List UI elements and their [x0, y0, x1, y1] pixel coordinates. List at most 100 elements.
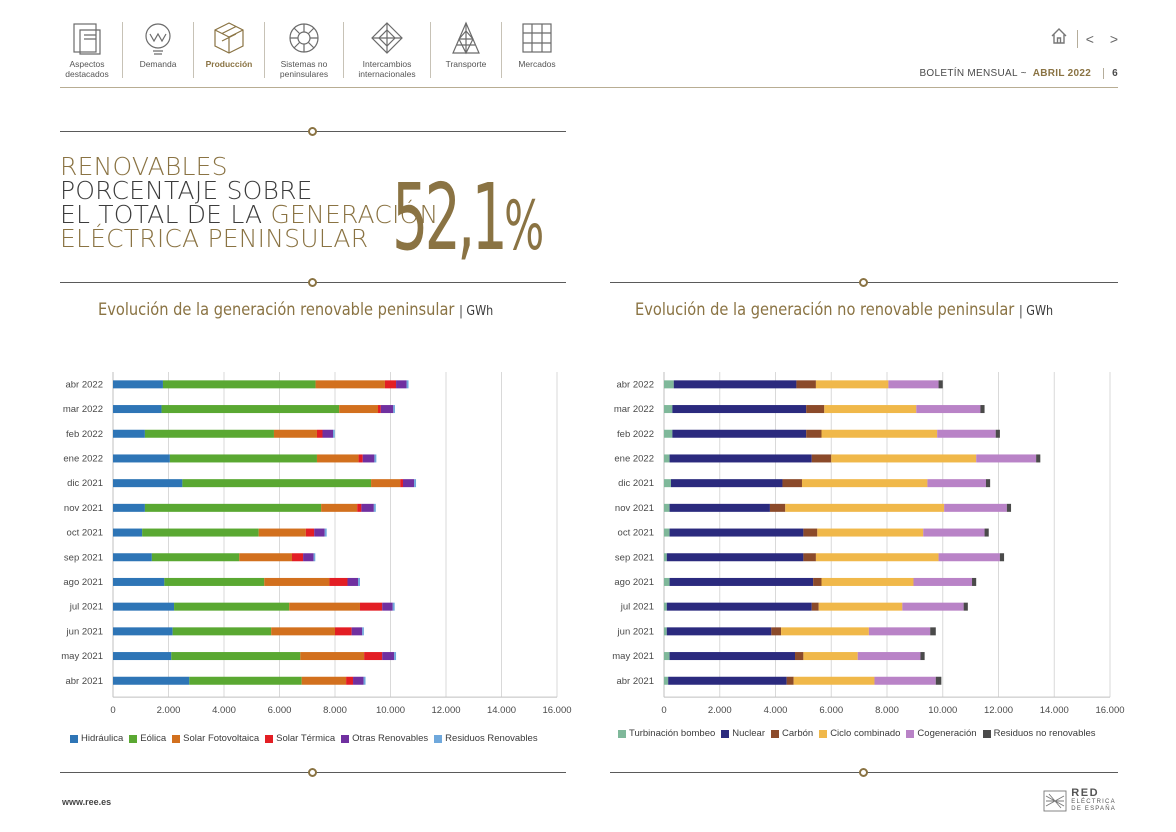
- home-icon[interactable]: [1049, 26, 1069, 51]
- bar-segment: [164, 577, 265, 586]
- bar-segment: [300, 652, 365, 661]
- bar-segment: [305, 528, 315, 537]
- nav-separator: [430, 22, 431, 78]
- nav-item-aspectos[interactable]: Aspectos destacados: [52, 18, 122, 80]
- wheel-icon: [284, 18, 324, 58]
- legend-item: Solar Fotovoltaica: [172, 733, 259, 744]
- divider: [1076, 29, 1078, 48]
- x-tick-label: 12.000: [431, 705, 460, 716]
- bar-segment: [322, 429, 334, 438]
- bar-segment: [1036, 454, 1041, 463]
- y-category-label: nov 2021: [615, 503, 654, 514]
- legend-label: Hidráulica: [81, 733, 124, 744]
- bar-segment: [174, 602, 290, 611]
- kpi-line-3: EL TOTAL DE LA GENERACIÓN: [60, 200, 439, 229]
- bar-segment: [301, 676, 347, 685]
- bar-segment: [362, 627, 364, 636]
- page-navigation-arrows[interactable]: < >: [1085, 30, 1124, 47]
- bar-segment: [664, 380, 674, 389]
- bar-segment: [673, 380, 797, 389]
- bar-segment: [806, 405, 825, 414]
- x-tick-label: 6.000: [819, 705, 843, 716]
- bar-segment: [821, 429, 938, 438]
- bar-segment: [353, 676, 364, 685]
- bar-segment: [378, 405, 381, 414]
- bar-segment: [930, 627, 936, 636]
- bar-segment: [664, 602, 667, 611]
- bar-segment: [113, 652, 172, 661]
- x-tick-label: 16.000: [542, 705, 571, 716]
- bar-segment: [113, 454, 170, 463]
- bar-segment: [392, 602, 395, 611]
- bar-segment: [113, 479, 183, 488]
- bar-segment: [362, 454, 375, 463]
- nav-item-mercados[interactable]: Mercados: [502, 18, 572, 80]
- bar-segment: [963, 602, 968, 611]
- x-tick-label: 4.000: [212, 705, 236, 716]
- bar-segment: [815, 553, 939, 562]
- bar-segment: [664, 429, 673, 438]
- legend-item: Residuos no renovables: [982, 728, 1096, 739]
- x-tick-label: 8.000: [875, 705, 899, 716]
- y-category-label: sep 2021: [615, 552, 654, 563]
- bar-segment: [371, 479, 401, 488]
- x-tick-label: 10.000: [376, 705, 405, 716]
- bar-segment: [189, 676, 302, 685]
- nav-item-demanda[interactable]: Demanda: [123, 18, 193, 80]
- bar-segment: [364, 652, 383, 661]
- logo-text-3: DE ESPAÑA: [1071, 806, 1116, 812]
- legend-item: Solar Térmica: [265, 733, 335, 744]
- bar-segment: [664, 627, 667, 636]
- bar-segment: [400, 479, 403, 488]
- ornament-line: [60, 127, 566, 136]
- bar-segment: [324, 528, 327, 537]
- bar-segment: [291, 553, 304, 562]
- legend-label: Turbinación bombeo: [629, 728, 716, 739]
- y-category-label: may 2021: [612, 651, 654, 662]
- bar-segment: [944, 503, 1007, 512]
- y-category-label: nov 2021: [64, 503, 103, 514]
- bar-segment: [664, 577, 670, 586]
- bar-segment: [664, 676, 669, 685]
- bar-segment: [801, 479, 928, 488]
- bar-segment: [935, 676, 942, 685]
- kpi-line-3b: GENERACIÓN: [270, 200, 439, 229]
- legend-label: Solar Térmica: [276, 733, 336, 744]
- bar-segment: [782, 479, 802, 488]
- nav-label: Demanda: [139, 59, 177, 69]
- bar-segment: [394, 652, 397, 661]
- legend-label: Carbón: [782, 728, 814, 739]
- bar-segment: [670, 479, 783, 488]
- bar-segment: [669, 577, 814, 586]
- tower-icon: [446, 18, 486, 58]
- nav-item-sistemas-no[interactable]: Sistemas no peninsulares: [265, 18, 343, 80]
- x-tick-label: 2.000: [708, 705, 732, 716]
- footer-url[interactable]: www.ree.es: [62, 797, 112, 807]
- legend-swatch: [906, 729, 915, 738]
- bar-segment: [113, 429, 145, 438]
- bar-segment: [335, 627, 352, 636]
- x-tick-label: 16.000: [1095, 705, 1124, 716]
- nav-item-transporte[interactable]: Transporte: [431, 18, 501, 80]
- nav-item-produccion[interactable]: Producción: [194, 18, 264, 80]
- bar-segment: [393, 405, 395, 414]
- bar-segment: [669, 503, 770, 512]
- bar-segment: [374, 454, 377, 463]
- y-category-label: ene 2022: [63, 453, 103, 464]
- y-category-label: sep 2021: [64, 552, 103, 563]
- y-category-label: abr 2022: [616, 379, 654, 390]
- bar-segment: [972, 577, 977, 586]
- bar-segment: [821, 577, 914, 586]
- bar-segment: [795, 652, 804, 661]
- bar-segment: [264, 577, 330, 586]
- legend-item: Nuclear: [721, 728, 765, 739]
- nav-item-intercambios[interactable]: Intercambios internacionales: [344, 18, 430, 80]
- nav-separator: [122, 22, 123, 78]
- y-category-label: dic 2021: [67, 478, 103, 489]
- bar-segment: [803, 553, 816, 562]
- y-category-label: abr 2021: [616, 676, 654, 687]
- x-tick-label: 0: [661, 705, 666, 716]
- logo-text-1: RED: [1071, 787, 1100, 799]
- bar-segment: [938, 553, 1000, 562]
- bar-segment: [113, 676, 190, 685]
